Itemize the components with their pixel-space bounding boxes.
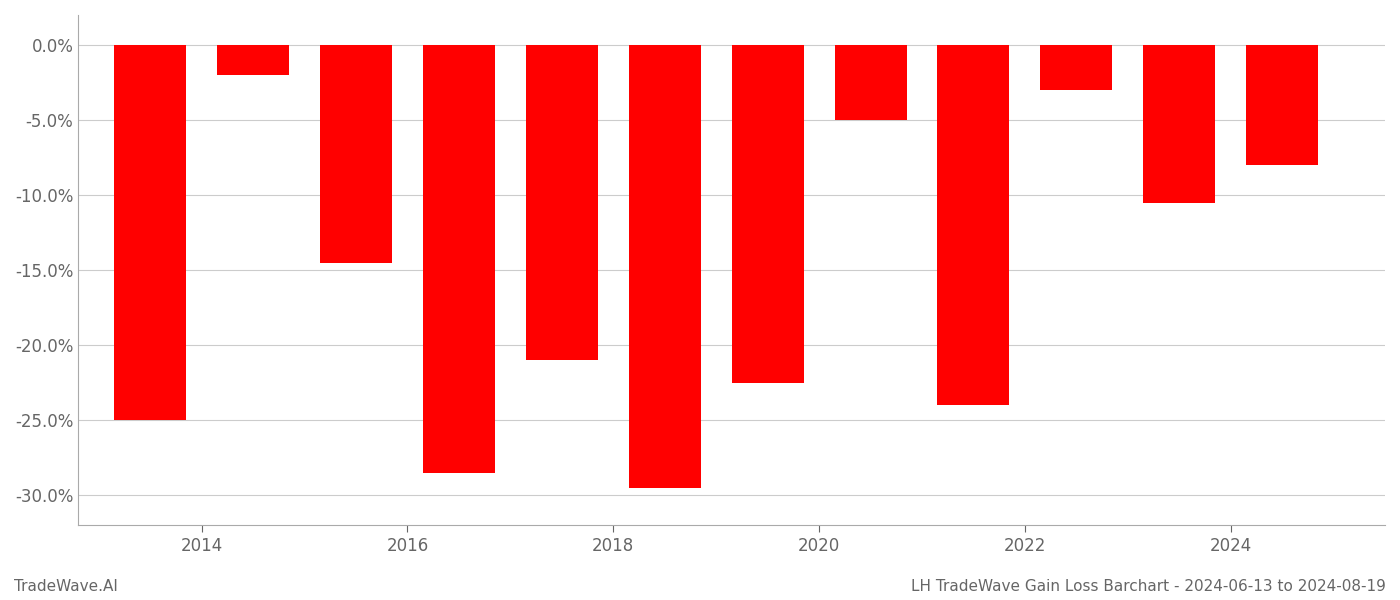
- Bar: [732, 45, 804, 383]
- Text: TradeWave.AI: TradeWave.AI: [14, 579, 118, 594]
- Bar: [423, 45, 496, 473]
- Bar: [938, 45, 1009, 405]
- Bar: [1246, 45, 1319, 165]
- Bar: [629, 45, 701, 488]
- Bar: [1144, 45, 1215, 203]
- Bar: [115, 45, 186, 420]
- Text: LH TradeWave Gain Loss Barchart - 2024-06-13 to 2024-08-19: LH TradeWave Gain Loss Barchart - 2024-0…: [911, 579, 1386, 594]
- Bar: [1040, 45, 1113, 90]
- Bar: [526, 45, 598, 360]
- Bar: [321, 45, 392, 263]
- Bar: [834, 45, 907, 120]
- Bar: [217, 45, 290, 75]
